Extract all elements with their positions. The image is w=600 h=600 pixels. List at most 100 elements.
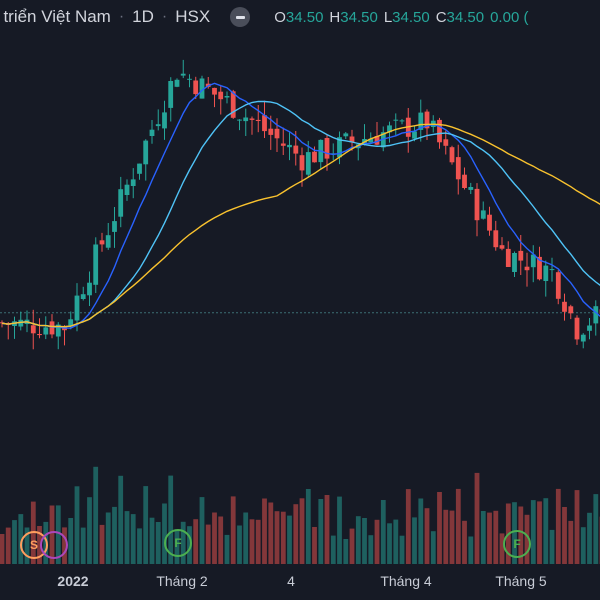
candle-body: [305, 152, 311, 175]
time-axis-label: 4: [287, 573, 295, 589]
separator-dot: ·: [118, 8, 125, 25]
volume-bar: [105, 512, 111, 564]
volume-bar: [130, 514, 136, 564]
candle-body: [412, 131, 417, 139]
volume-bar: [162, 503, 167, 564]
candle-body: [587, 325, 592, 331]
symbol-title[interactable]: t triển Việt Nam: [0, 7, 111, 26]
volume-bar: [355, 516, 361, 564]
volume-bar: [387, 523, 392, 564]
volume-bar: [155, 522, 161, 564]
candle-body: [337, 137, 342, 158]
volume-bar: [474, 472, 480, 564]
volume-bar: [193, 519, 199, 564]
candle-body: [180, 73, 186, 76]
open-value: 34.50: [285, 8, 324, 26]
volume-bar: [412, 517, 417, 564]
candle-body: [168, 81, 174, 108]
volume-bar: [312, 527, 317, 564]
candle-body: [30, 325, 36, 334]
minus-icon[interactable]: [230, 7, 251, 27]
candle-body: [268, 128, 274, 135]
candle-body: [143, 140, 149, 165]
volume-bar: [368, 535, 374, 564]
candle-body: [343, 133, 349, 137]
volume-bar: [343, 539, 349, 564]
candle-body: [237, 119, 242, 121]
event-marker-split[interactable]: [40, 531, 68, 559]
volume-bar: [443, 509, 449, 564]
candle-body: [418, 112, 424, 130]
candle-body: [174, 79, 180, 87]
exchange-label: HSX: [175, 7, 211, 26]
volume-bar: [562, 507, 567, 564]
candle-body: [149, 129, 155, 136]
volume-bar: [243, 512, 249, 564]
candle-body: [543, 265, 549, 281]
interval-label[interactable]: 1D: [132, 7, 154, 26]
volume-bar: [230, 496, 236, 564]
candle-body: [462, 174, 467, 188]
volume-bar: [449, 510, 455, 564]
volume-bar: [374, 519, 380, 564]
time-axis[interactable]: 2022 Tháng 2 4 Tháng 4 Tháng 5: [0, 570, 600, 594]
volume-bar: [349, 528, 355, 564]
change-value: 0.00 (: [490, 8, 529, 26]
volume-bar: [593, 494, 599, 564]
volume-bar: [305, 489, 311, 564]
candle-body: [230, 91, 236, 118]
candle-body: [18, 319, 24, 327]
high-value: 34.50: [340, 8, 378, 26]
candle-body: [49, 321, 55, 335]
volume-bar: [555, 488, 561, 564]
candle-body: [80, 294, 86, 299]
volume-bar: [212, 512, 217, 564]
volume-bar: [299, 498, 305, 564]
ma-short-line: [1, 82, 600, 329]
volume-bar: [218, 516, 224, 564]
candle-body: [43, 327, 49, 335]
candle-body: [293, 145, 299, 154]
candle-body: [312, 151, 317, 163]
candle-body: [124, 184, 130, 195]
volume-bar: [287, 515, 292, 564]
candle-body: [549, 269, 555, 271]
candle-body: [555, 272, 561, 299]
candle-body: [437, 119, 442, 143]
volume-bar: [393, 519, 399, 564]
event-marker-financials[interactable]: F: [164, 529, 192, 557]
candle-body: [105, 235, 111, 248]
candle-body: [537, 256, 542, 280]
candle-body: [287, 144, 292, 148]
candle-body: [474, 188, 480, 221]
volume-bar: [580, 527, 586, 564]
volume-bar: [124, 511, 130, 564]
volume-bar: [468, 536, 474, 564]
volume-bar: [87, 497, 92, 564]
volume-bar: [480, 511, 486, 564]
volume-bar: [487, 512, 492, 564]
candle-body: [455, 157, 461, 180]
candle-body: [193, 80, 199, 95]
candle-body: [480, 210, 486, 219]
candle-body: [487, 214, 492, 231]
candle-body: [243, 117, 249, 122]
volume-bar: [587, 512, 592, 564]
event-marker-letter: S: [29, 538, 38, 552]
candle-body: [505, 248, 511, 267]
candle-body: [224, 96, 230, 98]
candle-body: [530, 254, 536, 268]
volume-bar: [118, 475, 124, 564]
event-marker-letter: F: [513, 537, 521, 551]
candle-body: [449, 147, 455, 163]
candle-body: [580, 334, 586, 342]
time-axis-label: 2022: [57, 573, 89, 589]
volume-bar: [424, 508, 430, 564]
candle-body: [499, 245, 505, 249]
volume-bar: [268, 502, 274, 564]
event-marker-financials[interactable]: F: [503, 530, 531, 558]
low-key: L: [383, 8, 393, 26]
close-key: C: [435, 8, 447, 26]
